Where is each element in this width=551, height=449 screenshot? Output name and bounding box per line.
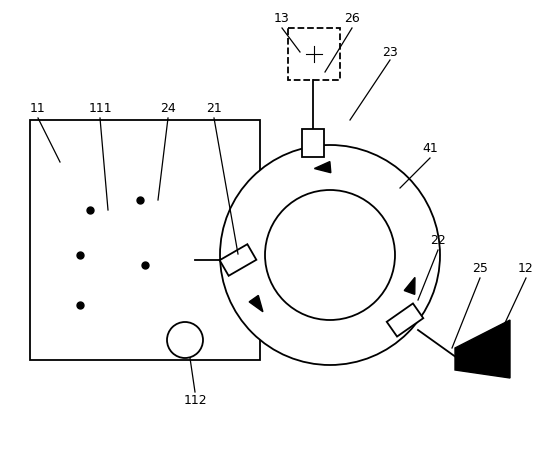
Polygon shape xyxy=(404,277,415,295)
Circle shape xyxy=(220,145,440,365)
Polygon shape xyxy=(249,295,263,312)
Polygon shape xyxy=(220,244,256,276)
Text: 21: 21 xyxy=(206,101,222,114)
Bar xyxy=(30,120,260,360)
Text: 112: 112 xyxy=(183,393,207,406)
Text: 11: 11 xyxy=(30,101,46,114)
Bar xyxy=(302,129,324,157)
Polygon shape xyxy=(387,304,423,337)
Text: 111: 111 xyxy=(88,101,112,114)
Text: 25: 25 xyxy=(472,261,488,274)
Polygon shape xyxy=(455,320,510,378)
Circle shape xyxy=(265,190,395,320)
Bar xyxy=(288,28,340,80)
Text: 13: 13 xyxy=(274,12,290,25)
Text: 23: 23 xyxy=(382,45,398,58)
Polygon shape xyxy=(315,162,331,173)
Text: 41: 41 xyxy=(422,141,438,154)
Circle shape xyxy=(167,322,203,358)
Text: 12: 12 xyxy=(518,261,534,274)
Text: 22: 22 xyxy=(430,233,446,247)
Text: 24: 24 xyxy=(160,101,176,114)
Text: 26: 26 xyxy=(344,12,360,25)
